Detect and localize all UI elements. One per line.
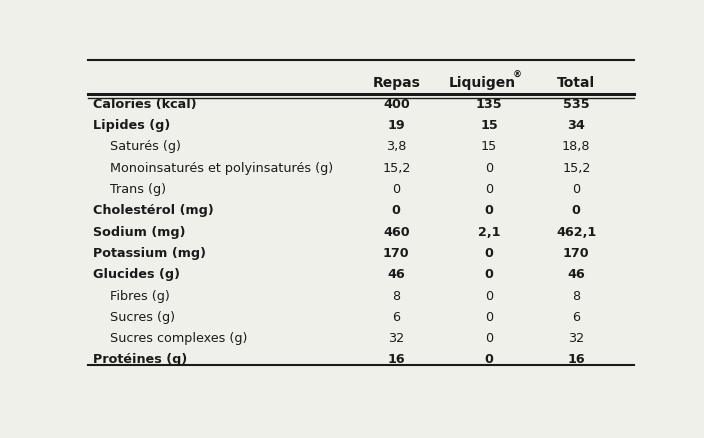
Text: 0: 0 bbox=[485, 332, 493, 344]
Text: 0: 0 bbox=[485, 310, 493, 323]
Text: Protéines (g): Protéines (g) bbox=[94, 353, 188, 366]
Text: 0: 0 bbox=[484, 268, 494, 281]
Text: 535: 535 bbox=[563, 98, 590, 111]
Text: 18,8: 18,8 bbox=[562, 140, 591, 153]
Text: Cholestérol (mg): Cholestérol (mg) bbox=[94, 204, 214, 217]
Text: Saturés (g): Saturés (g) bbox=[110, 140, 181, 153]
Text: Sodium (mg): Sodium (mg) bbox=[94, 225, 186, 238]
Text: 0: 0 bbox=[485, 162, 493, 174]
Text: Sucres complexes (g): Sucres complexes (g) bbox=[110, 332, 247, 344]
Text: 15: 15 bbox=[480, 119, 498, 132]
Text: 0: 0 bbox=[484, 204, 494, 217]
Text: Sucres (g): Sucres (g) bbox=[110, 310, 175, 323]
Text: 34: 34 bbox=[567, 119, 585, 132]
Text: 8: 8 bbox=[392, 289, 401, 302]
Text: 0: 0 bbox=[485, 289, 493, 302]
Text: 462,1: 462,1 bbox=[556, 225, 596, 238]
Text: 0: 0 bbox=[392, 204, 401, 217]
Text: Calories (kcal): Calories (kcal) bbox=[94, 98, 197, 111]
Text: Trans (g): Trans (g) bbox=[110, 183, 166, 196]
Text: 46: 46 bbox=[567, 268, 585, 281]
Text: 0: 0 bbox=[484, 353, 494, 366]
Text: 19: 19 bbox=[387, 119, 405, 132]
Text: 32: 32 bbox=[388, 332, 404, 344]
Text: 8: 8 bbox=[572, 289, 580, 302]
Text: Glucides (g): Glucides (g) bbox=[94, 268, 180, 281]
Text: ®: ® bbox=[513, 71, 522, 80]
Text: 0: 0 bbox=[484, 247, 494, 259]
Text: Liquigen: Liquigen bbox=[449, 76, 516, 90]
Text: 6: 6 bbox=[572, 310, 580, 323]
Text: 46: 46 bbox=[387, 268, 405, 281]
Text: Potassium (mg): Potassium (mg) bbox=[94, 247, 206, 259]
Text: 460: 460 bbox=[383, 225, 410, 238]
Text: 0: 0 bbox=[392, 183, 401, 196]
Text: 0: 0 bbox=[485, 183, 493, 196]
Text: Fibres (g): Fibres (g) bbox=[110, 289, 170, 302]
Text: 16: 16 bbox=[567, 353, 585, 366]
Text: Repas: Repas bbox=[372, 76, 420, 90]
Text: 2,1: 2,1 bbox=[478, 225, 501, 238]
Text: 400: 400 bbox=[383, 98, 410, 111]
Text: 170: 170 bbox=[563, 247, 590, 259]
Text: 3,8: 3,8 bbox=[386, 140, 406, 153]
Text: Lipides (g): Lipides (g) bbox=[94, 119, 170, 132]
Text: 0: 0 bbox=[572, 204, 581, 217]
Text: 0: 0 bbox=[572, 183, 580, 196]
Text: 15: 15 bbox=[481, 140, 497, 153]
Text: Monoinsaturés et polyinsaturés (g): Monoinsaturés et polyinsaturés (g) bbox=[110, 162, 333, 174]
Text: 15,2: 15,2 bbox=[382, 162, 410, 174]
Text: 170: 170 bbox=[383, 247, 410, 259]
Text: Total: Total bbox=[558, 76, 596, 90]
Text: 135: 135 bbox=[476, 98, 503, 111]
Text: 15,2: 15,2 bbox=[562, 162, 591, 174]
Text: 16: 16 bbox=[387, 353, 405, 366]
Text: 6: 6 bbox=[392, 310, 401, 323]
Text: 32: 32 bbox=[568, 332, 584, 344]
